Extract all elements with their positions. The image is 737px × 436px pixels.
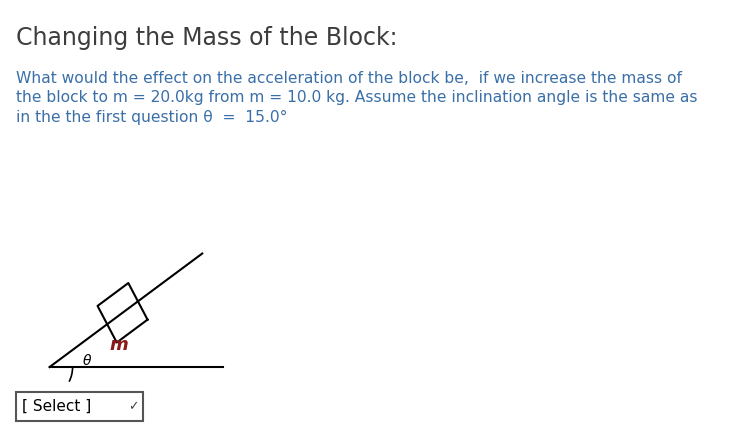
- Text: m: m: [109, 337, 128, 354]
- Text: Changing the Mass of the Block:: Changing the Mass of the Block:: [15, 26, 397, 50]
- Text: θ: θ: [83, 354, 91, 368]
- Text: in the the first question θ  =  15.0°: in the the first question θ = 15.0°: [15, 110, 287, 125]
- Text: [ Select ]: [ Select ]: [22, 399, 91, 414]
- Text: the block to m = 20.0kg from m = 10.0 kg. Assume the inclination angle is the sa: the block to m = 20.0kg from m = 10.0 kg…: [15, 91, 697, 106]
- Text: What would the effect on the acceleration of the block be,  if we increase the m: What would the effect on the acceleratio…: [15, 71, 682, 86]
- Text: ✓: ✓: [128, 400, 139, 413]
- FancyBboxPatch shape: [15, 392, 144, 421]
